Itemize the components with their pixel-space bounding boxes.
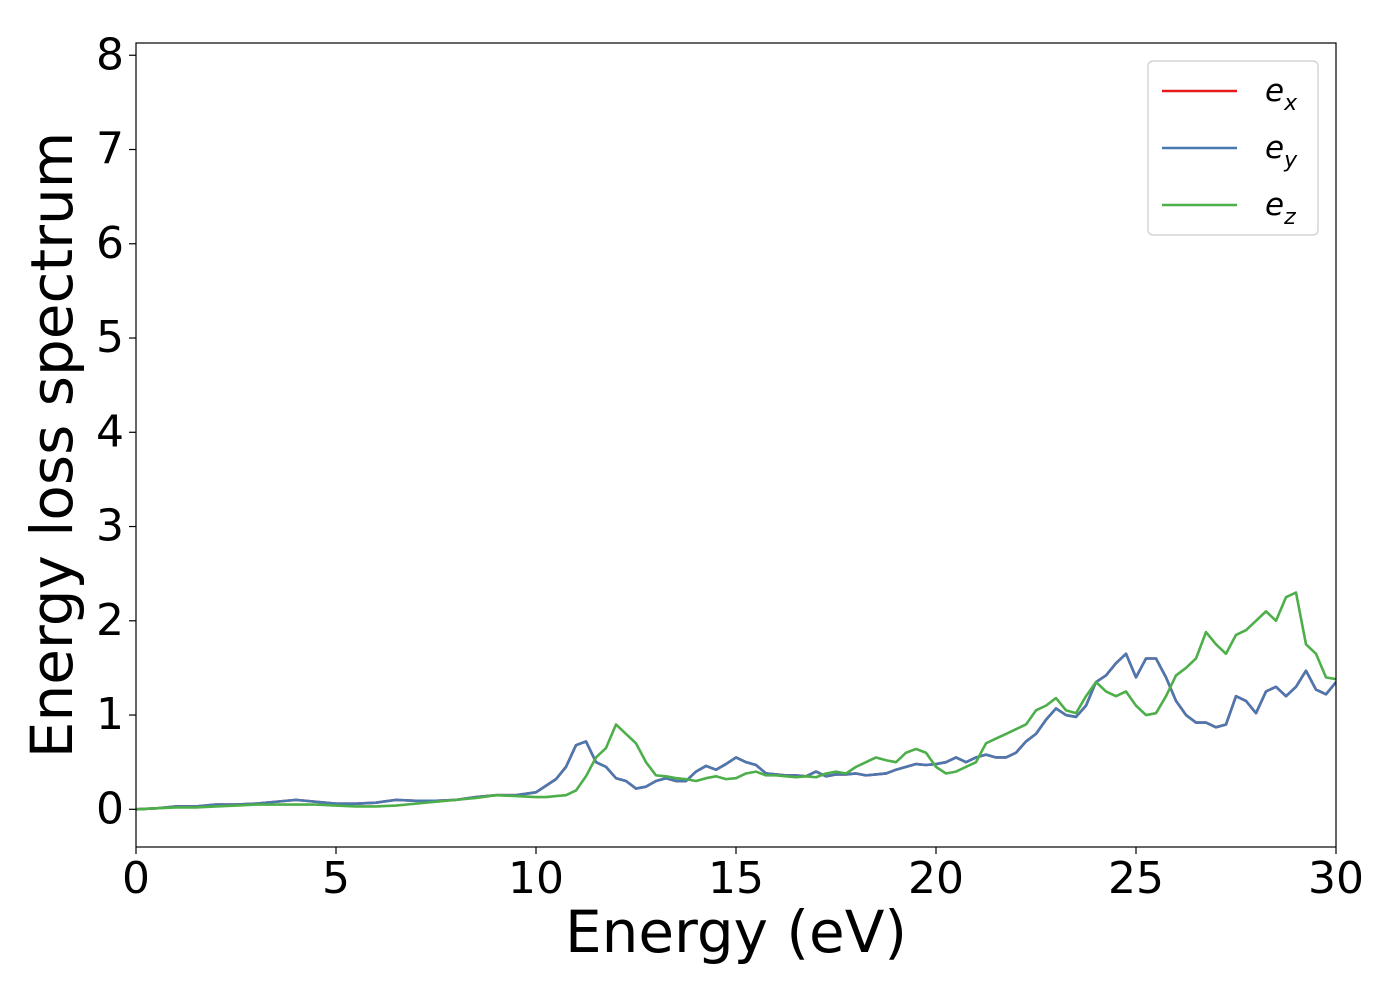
x-tick-label: 25 xyxy=(1108,853,1164,904)
y-tick-label: 6 xyxy=(96,218,124,269)
series-line xyxy=(136,652,1336,811)
plot-frame xyxy=(135,42,1337,848)
x-tick-label: 10 xyxy=(508,853,564,904)
y-tick-label: 2 xyxy=(96,595,124,646)
x-tick-label: 15 xyxy=(708,853,764,904)
y-tick-label: 4 xyxy=(96,406,124,457)
x-tick-label: 5 xyxy=(322,853,350,904)
y-tick-label: 7 xyxy=(96,124,124,175)
y-tick-label: 0 xyxy=(96,783,124,834)
legend-label: ez xyxy=(1265,187,1296,230)
y-axis-label: Energy loss spectrum xyxy=(18,132,86,758)
series-line xyxy=(136,652,1336,811)
y-tick-label: 5 xyxy=(96,312,124,363)
x-tick-label: 20 xyxy=(908,853,964,904)
y-tick-label: 1 xyxy=(96,689,124,740)
x-axis-label: Energy (eV) xyxy=(565,898,907,966)
x-tick-label: 0 xyxy=(122,853,150,904)
legend-label: ey xyxy=(1265,130,1298,173)
y-tick-label: 8 xyxy=(96,29,124,80)
x-tick-label: 30 xyxy=(1308,853,1364,904)
legend-label: ex xyxy=(1265,73,1298,116)
y-tick-label: 3 xyxy=(96,501,124,552)
series-line xyxy=(136,591,1336,811)
